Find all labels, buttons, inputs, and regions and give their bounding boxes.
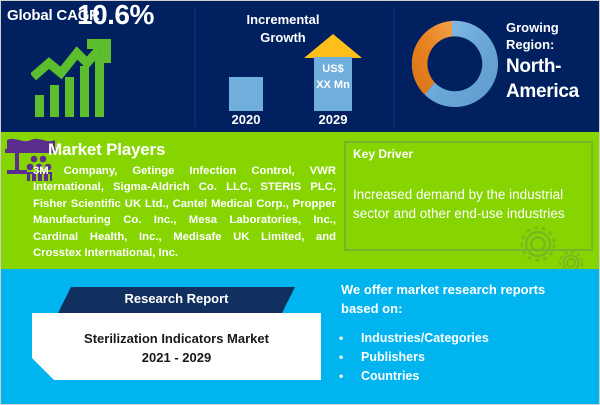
list-item: • Publishers <box>339 348 489 367</box>
global-cagr-value: 10.6% <box>77 0 154 30</box>
key-driver-body: Increased demand by the industrial secto… <box>353 187 565 221</box>
offerings-title-line2: based on: <box>341 301 403 316</box>
offerings-item-label: Industries/Categories <box>361 331 489 345</box>
navy-divider-left <box>194 7 196 127</box>
growth-arrow-icon <box>304 34 362 58</box>
growing-region-label-line1: Growing <box>506 20 559 35</box>
donut-chart-icon <box>411 20 498 108</box>
gear-icon <box>520 226 556 262</box>
bullet-icon: • <box>339 369 344 383</box>
research-report-banner-label: Research Report <box>124 291 229 306</box>
market-players-title: Market Players <box>48 140 166 159</box>
navy-divider-right <box>393 7 395 127</box>
bar-2029-currency: US$ <box>322 63 344 75</box>
offerings-item-label: Publishers <box>361 350 425 364</box>
market-stall-icon <box>5 138 57 182</box>
offerings-item-label: Countries <box>361 369 420 383</box>
research-report-title: Sterilization Indicators Market <box>84 331 269 346</box>
key-driver-title: Key Driver <box>353 147 414 161</box>
list-item: • Countries <box>339 367 489 386</box>
bar-2029-amount: XX Mn <box>316 79 350 91</box>
market-players-list: 3M Company, Getinge Infection Control, V… <box>33 165 336 260</box>
bar-2029 <box>314 57 352 111</box>
bar-2029-value-label: US$ XX Mn <box>309 61 357 93</box>
incremental-growth-title-line2: Growth <box>260 30 306 45</box>
incremental-growth-title-line1: Incremental <box>246 12 320 27</box>
bar-2029-year-label: 2029 <box>318 112 348 127</box>
research-report-period: 2021 - 2029 <box>141 350 212 365</box>
research-report-banner <box>58 287 295 313</box>
offerings-title: We offer market research reports based o… <box>341 280 586 318</box>
global-cagr-label: Global CAGR <box>7 7 100 24</box>
research-report-card-text: Sterilization Indicators Market 2021 - 2… <box>32 329 321 367</box>
growth-bar-chart-icon <box>31 39 111 117</box>
key-driver-card <box>344 141 593 251</box>
offerings-title-line1: We offer market research reports <box>341 282 546 297</box>
growing-region-text: Growing Region: North- America <box>506 19 599 103</box>
list-item: • Industries/Categories <box>339 329 489 348</box>
bar-2020-year-label: 2020 <box>231 112 261 127</box>
offerings-list: • Industries/Categories • Publishers • Coun… <box>339 329 489 386</box>
growing-region-label-line2: Region: <box>506 37 555 52</box>
growing-region-value-line2: America <box>506 81 579 102</box>
research-report-card <box>32 313 321 380</box>
bullet-icon: • <box>339 350 344 364</box>
growing-region-value-line1: North- <box>506 56 562 77</box>
bullet-icon: • <box>339 331 344 345</box>
bar-2020 <box>229 77 263 111</box>
incremental-growth-title: Incremental Growth <box>213 11 353 47</box>
